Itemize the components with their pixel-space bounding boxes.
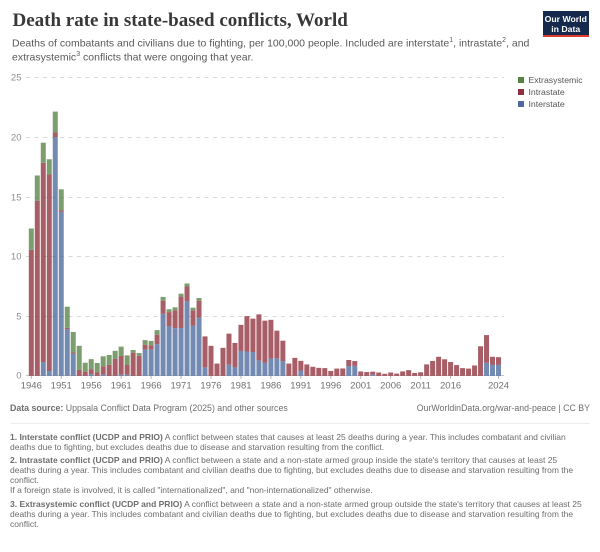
svg-text:2006: 2006 bbox=[380, 381, 401, 392]
svg-text:10: 10 bbox=[11, 252, 22, 263]
svg-text:1981: 1981 bbox=[230, 381, 251, 392]
svg-text:5: 5 bbox=[16, 312, 21, 323]
svg-text:2001: 2001 bbox=[350, 381, 371, 392]
svg-text:20: 20 bbox=[11, 133, 22, 144]
svg-text:1956: 1956 bbox=[81, 381, 102, 392]
svg-text:25: 25 bbox=[11, 73, 22, 84]
svg-text:1946: 1946 bbox=[21, 381, 42, 392]
svg-text:1991: 1991 bbox=[290, 381, 311, 392]
svg-text:2011: 2011 bbox=[410, 381, 430, 392]
svg-text:1966: 1966 bbox=[141, 381, 162, 392]
svg-text:15: 15 bbox=[11, 193, 22, 204]
svg-text:0: 0 bbox=[16, 371, 21, 382]
svg-text:1996: 1996 bbox=[320, 381, 341, 392]
svg-text:1971: 1971 bbox=[170, 381, 191, 392]
svg-text:1961: 1961 bbox=[111, 381, 132, 392]
svg-text:2016: 2016 bbox=[440, 381, 461, 392]
svg-text:1976: 1976 bbox=[200, 381, 221, 392]
svg-text:1986: 1986 bbox=[260, 381, 281, 392]
svg-text:2024: 2024 bbox=[488, 381, 509, 392]
svg-text:1951: 1951 bbox=[51, 381, 72, 392]
